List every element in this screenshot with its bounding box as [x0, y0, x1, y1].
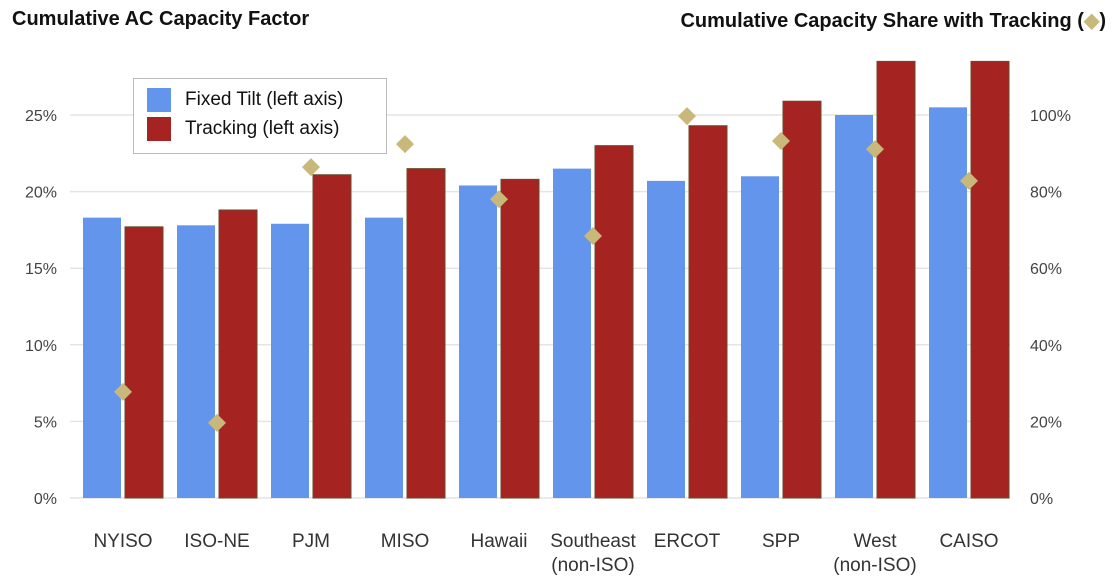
bar-tracking	[688, 125, 728, 499]
left-tick-label: 25%	[25, 108, 57, 125]
chart-title-left: Cumulative AC Capacity Factor	[12, 8, 310, 30]
category-label: CAISO	[939, 531, 998, 552]
bar-tracking	[782, 100, 822, 499]
bar-fixed-tilt	[177, 225, 215, 498]
left-tick-label: 15%	[25, 261, 57, 278]
title-right-end: )	[1099, 10, 1106, 32]
tracking-share-diamond	[584, 227, 602, 246]
bar-fixed-tilt	[271, 223, 309, 498]
tracking-share-diamond	[772, 132, 790, 151]
category-label: (non-ISO)	[833, 555, 916, 576]
bar-fixed-tilt	[647, 180, 685, 498]
bar-tracking	[970, 60, 1010, 499]
legend-label-tracking: Tracking (left axis)	[185, 117, 340, 139]
chart-title-right: Cumulative Capacity Share with Tracking …	[680, 8, 1106, 33]
tracking-share-diamond	[114, 382, 132, 401]
category-label: ERCOT	[654, 531, 721, 552]
category-label: Hawaii	[470, 531, 527, 552]
category-label: ISO-NE	[184, 531, 249, 552]
bar-fixed-tilt	[835, 115, 873, 498]
category-label: PJM	[292, 531, 330, 552]
right-tick-label: 100%	[1030, 108, 1071, 125]
left-tick-label: 0%	[34, 491, 57, 508]
right-tick-label: 40%	[1030, 338, 1062, 355]
legend-swatch-tracking	[147, 116, 171, 141]
bar-tracking	[124, 226, 164, 499]
tracking-share-diamond	[396, 135, 414, 154]
category-label: (non-ISO)	[551, 555, 634, 576]
left-tick-label: 5%	[34, 414, 57, 431]
title-right-text: Cumulative Capacity Share with Tracking …	[680, 10, 1084, 32]
legend-item-fixed: Fixed Tilt (left axis)	[147, 86, 386, 113]
bar-fixed-tilt	[929, 107, 967, 498]
category-label: Southeast	[550, 531, 636, 552]
legend-label-fixed: Fixed Tilt (left axis)	[185, 88, 344, 110]
legend: Fixed Tilt (left axis) Tracking (left ax…	[133, 78, 387, 154]
bar-tracking	[876, 60, 916, 499]
bar-tracking	[406, 168, 446, 499]
category-label: SPP	[762, 531, 800, 552]
legend-item-tracking: Tracking (left axis)	[147, 115, 386, 142]
tracking-share-diamond	[490, 190, 508, 209]
category-label: MISO	[381, 531, 430, 552]
bar-tracking	[594, 145, 634, 499]
bar-tracking	[218, 209, 258, 499]
tracking-share-diamond	[866, 140, 884, 159]
bar-fixed-tilt	[741, 176, 779, 498]
left-tick-label: 10%	[25, 338, 57, 355]
left-tick-label: 20%	[25, 185, 57, 202]
right-tick-label: 80%	[1030, 185, 1062, 202]
bar-fixed-tilt	[83, 217, 121, 499]
right-tick-label: 0%	[1030, 491, 1053, 508]
tracking-share-diamond	[208, 413, 226, 432]
bar-fixed-tilt	[459, 185, 497, 499]
bar-tracking	[500, 178, 540, 499]
diamond-icon: ◆	[1083, 10, 1100, 32]
bar-tracking	[312, 174, 352, 499]
category-label: NYISO	[93, 531, 152, 552]
bar-fixed-tilt	[365, 217, 403, 499]
bar-fixed-tilt	[553, 168, 591, 498]
tracking-share-diamond	[960, 171, 978, 190]
tracking-share-diamond	[678, 107, 696, 126]
category-label: West	[854, 531, 898, 552]
right-tick-label: 60%	[1030, 261, 1062, 278]
right-tick-label: 20%	[1030, 414, 1062, 431]
legend-swatch-fixed	[147, 87, 171, 112]
tracking-share-diamond	[302, 158, 320, 177]
